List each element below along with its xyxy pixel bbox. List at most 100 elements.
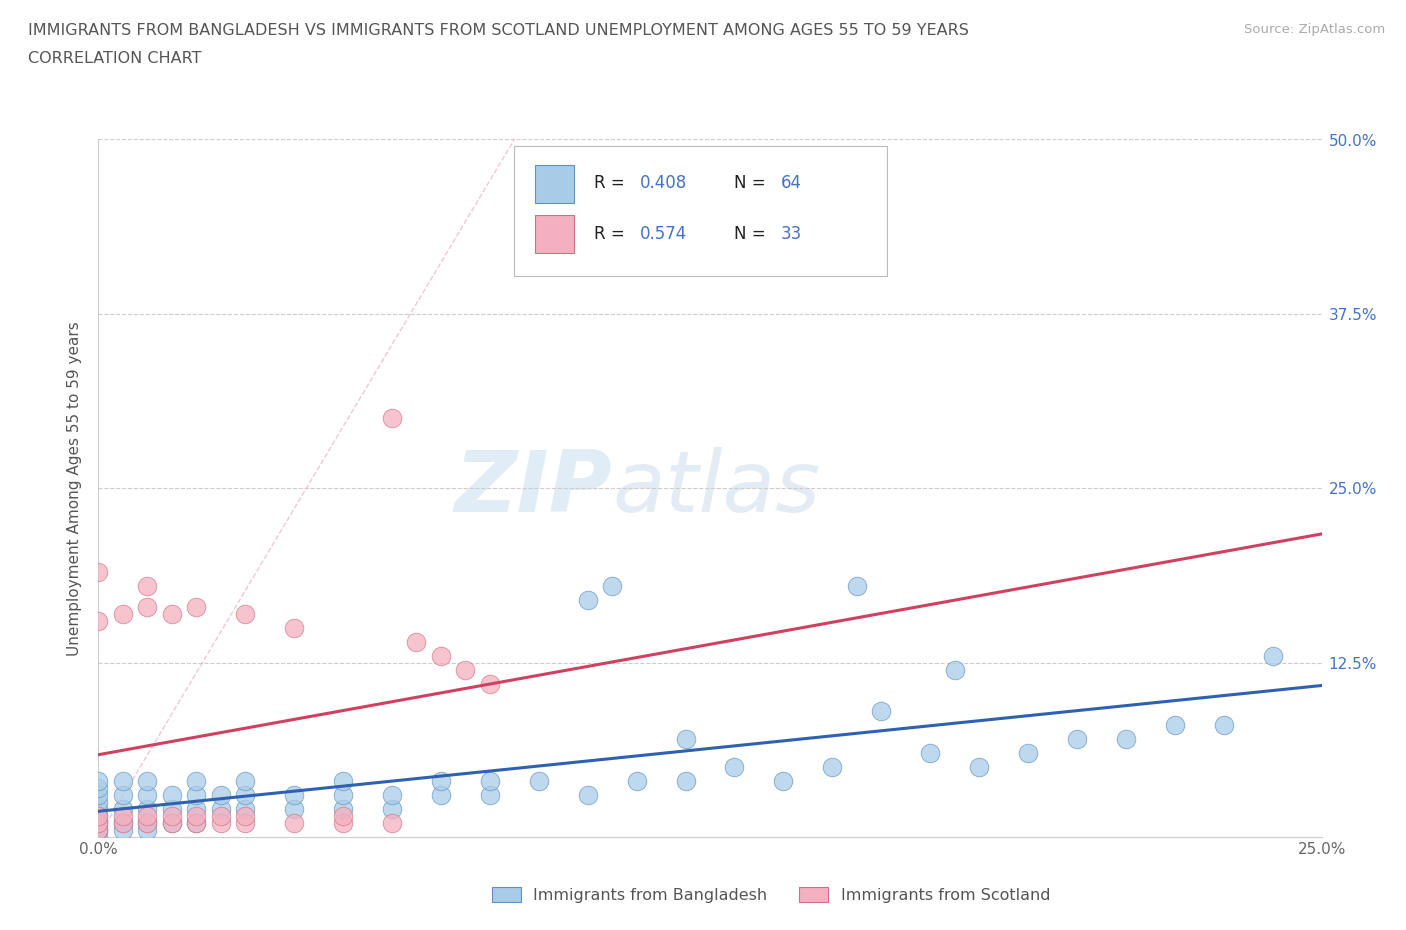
Point — [160, 809, 183, 824]
Point — [87, 774, 110, 789]
Point — [233, 788, 256, 803]
Point — [723, 760, 745, 775]
Point — [160, 802, 183, 817]
Text: CORRELATION CHART: CORRELATION CHART — [28, 51, 201, 66]
Point — [332, 788, 354, 803]
Legend: Immigrants from Bangladesh, Immigrants from Scotland: Immigrants from Bangladesh, Immigrants f… — [485, 881, 1057, 910]
Point — [233, 809, 256, 824]
Point — [209, 788, 232, 803]
Point — [405, 634, 427, 649]
FancyBboxPatch shape — [536, 215, 574, 253]
Point — [136, 816, 159, 830]
Text: ZIP: ZIP — [454, 446, 612, 530]
Point — [186, 788, 208, 803]
Point — [209, 809, 232, 824]
Point — [136, 578, 159, 593]
Point — [332, 816, 354, 830]
Point — [111, 788, 134, 803]
Point — [87, 809, 110, 824]
Point — [233, 606, 256, 621]
Point — [845, 578, 868, 593]
Point — [821, 760, 844, 775]
Point — [332, 774, 354, 789]
Point — [87, 816, 110, 830]
Y-axis label: Unemployment Among Ages 55 to 59 years: Unemployment Among Ages 55 to 59 years — [67, 321, 83, 656]
Point — [111, 606, 134, 621]
Point — [136, 816, 159, 830]
Point — [111, 816, 134, 830]
Point — [111, 802, 134, 817]
Point — [136, 600, 159, 615]
Text: N =: N = — [734, 225, 772, 243]
Point — [675, 732, 697, 747]
Point — [600, 578, 623, 593]
Point — [478, 788, 501, 803]
Point — [675, 774, 697, 789]
Point — [576, 592, 599, 607]
Point — [454, 662, 477, 677]
Point — [1066, 732, 1088, 747]
Text: R =: R = — [593, 175, 630, 193]
Point — [430, 648, 453, 663]
Point — [136, 774, 159, 789]
Text: atlas: atlas — [612, 446, 820, 530]
Point — [87, 816, 110, 830]
Point — [87, 794, 110, 809]
Point — [233, 816, 256, 830]
Point — [209, 802, 232, 817]
Point — [111, 809, 134, 824]
Point — [160, 816, 183, 830]
Text: 64: 64 — [780, 175, 801, 193]
Point — [160, 606, 183, 621]
Point — [87, 781, 110, 796]
Point — [233, 774, 256, 789]
Point — [111, 774, 134, 789]
Point — [626, 774, 648, 789]
Point — [186, 816, 208, 830]
Point — [186, 816, 208, 830]
Point — [283, 816, 305, 830]
Text: IMMIGRANTS FROM BANGLADESH VS IMMIGRANTS FROM SCOTLAND UNEMPLOYMENT AMONG AGES 5: IMMIGRANTS FROM BANGLADESH VS IMMIGRANTS… — [28, 23, 969, 38]
Point — [478, 676, 501, 691]
FancyBboxPatch shape — [536, 165, 574, 203]
Point — [381, 411, 404, 426]
Point — [87, 823, 110, 838]
Point — [283, 788, 305, 803]
Point — [332, 802, 354, 817]
Point — [920, 746, 942, 761]
Point — [87, 809, 110, 824]
Text: R =: R = — [593, 225, 630, 243]
Point — [87, 802, 110, 817]
Point — [87, 788, 110, 803]
Point — [430, 774, 453, 789]
Point — [160, 816, 183, 830]
Point — [1115, 732, 1137, 747]
Text: 0.408: 0.408 — [640, 175, 688, 193]
Point — [1212, 718, 1234, 733]
Point — [1261, 648, 1284, 663]
FancyBboxPatch shape — [515, 147, 887, 275]
Point — [111, 816, 134, 830]
Point — [87, 614, 110, 629]
Point — [381, 788, 404, 803]
Point — [87, 830, 110, 844]
Point — [186, 809, 208, 824]
Point — [772, 774, 794, 789]
Point — [186, 802, 208, 817]
Point — [136, 788, 159, 803]
Point — [478, 774, 501, 789]
Point — [332, 809, 354, 824]
Text: 0.574: 0.574 — [640, 225, 688, 243]
Text: Source: ZipAtlas.com: Source: ZipAtlas.com — [1244, 23, 1385, 36]
Point — [87, 823, 110, 838]
Point — [967, 760, 990, 775]
Point — [381, 816, 404, 830]
Point — [136, 802, 159, 817]
Point — [209, 816, 232, 830]
Point — [186, 600, 208, 615]
Point — [381, 802, 404, 817]
Point — [527, 774, 550, 789]
Point — [576, 788, 599, 803]
Text: 33: 33 — [780, 225, 803, 243]
Point — [870, 704, 893, 719]
